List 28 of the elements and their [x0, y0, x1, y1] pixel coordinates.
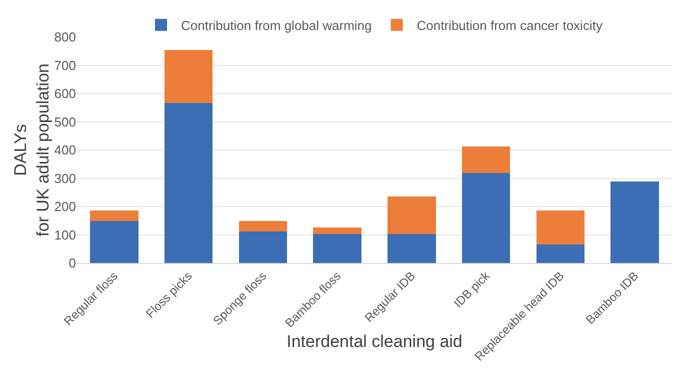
y-tick-label: 700 [54, 58, 76, 73]
y-tick-label: 600 [54, 86, 76, 102]
bar [238, 232, 288, 263]
bar [313, 234, 362, 263]
y-axis-title: DALYs for UK adult population [11, 64, 52, 236]
x-axis-title: Interdental cleaning aid [286, 332, 462, 352]
legend-label: Contribution from global warming [181, 18, 372, 33]
bar [164, 103, 213, 263]
y-tick-label: 300 [54, 170, 76, 186]
bar [164, 50, 213, 104]
bar [536, 210, 585, 244]
y-tick-label: 200 [54, 199, 76, 214]
bar [610, 182, 659, 263]
bar [90, 221, 138, 263]
y-tick-label: 500 [54, 114, 76, 130]
legend-label: Contribution from cancer toxicity [416, 18, 603, 33]
bar [536, 244, 585, 263]
bar [388, 234, 436, 263]
bar [462, 173, 510, 263]
bar [462, 146, 510, 174]
y-tick-label: 100 [54, 227, 76, 242]
y-tick-label: 800 [54, 30, 76, 45]
bar [238, 221, 288, 232]
bar [90, 210, 138, 222]
bar [388, 196, 436, 234]
bar [313, 228, 362, 234]
y-tick-label: 400 [54, 142, 76, 158]
y-tick-label: 0 [68, 256, 76, 271]
